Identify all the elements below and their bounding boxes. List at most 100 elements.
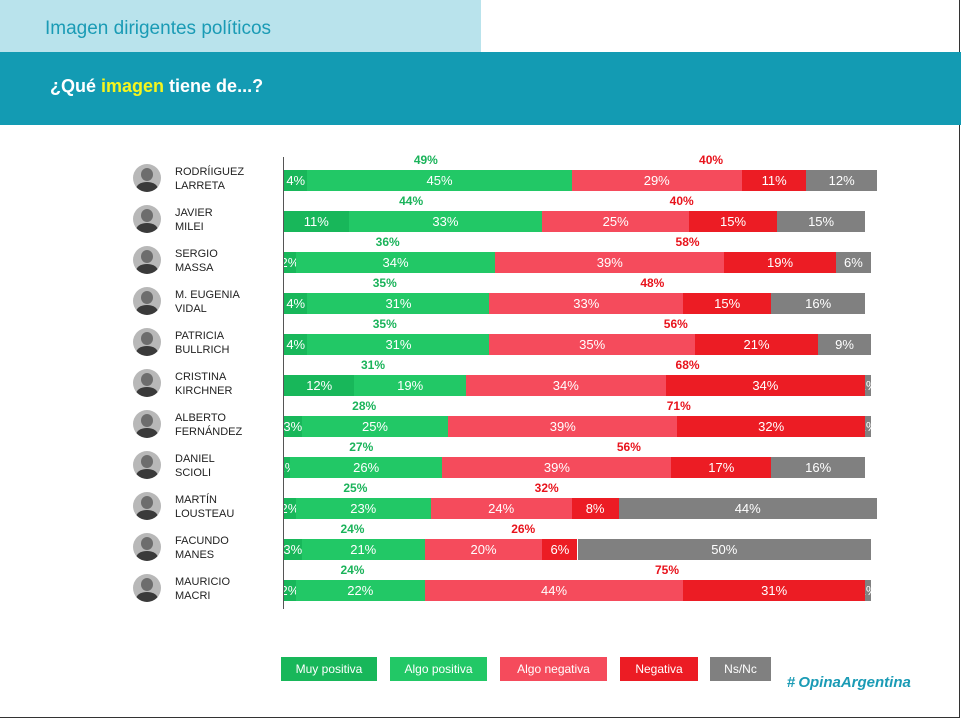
avatar [133,369,161,397]
category-label-line2: MACRI [175,590,211,602]
legend-item-algo-negativa: Algo negativa [500,657,607,681]
avatar [133,164,161,192]
positive-total-label: 28% [352,399,377,413]
legend-item-negativa: Negativa [620,657,698,681]
politician-name-bullrich: PATRICIA BULLRICH [175,329,229,357]
bar-segment-negativa-bullrich: 21% [694,334,819,355]
positive-total-label: 24% [340,522,365,536]
politician-name-massa: SERGIO MASSA [175,247,218,275]
bar-segment-muy-positiva-bullrich: 4% [284,334,308,355]
negative-total-label: 71% [666,399,691,413]
avatar [133,287,161,315]
negative-total-label: 75% [655,563,680,577]
negative-total-label: 26% [511,522,536,536]
category-label-line2: KIRCHNER [175,385,233,397]
bar-segment-muy-positiva-manes: 3% [284,539,302,560]
positive-total-label: 31% [360,358,386,372]
bar-segment-negativa-lousteau: 8% [571,498,619,519]
politician-name-milei: JAVIER MILEI [175,206,213,234]
negative-total-label: 56% [616,440,641,454]
bar-segment-ns-nc-milei: 15% [777,211,866,232]
bar-segment-muy-positiva-vidal: 4% [284,293,308,314]
bar-segment-algo-negativa-macri: 44% [424,580,684,601]
bar-segment-negativa-macri: 31% [683,580,866,601]
politician-name-kirchner: CRISTINA KIRCHNER [175,370,232,398]
bar-segment-algo-negativa-milei: 25% [542,211,690,232]
avatar [133,574,161,602]
category-label-line1: MARTÍN [175,494,217,506]
negative-total-label: 40% [699,153,724,167]
bar-segment-muy-positiva-scioli: 1% [284,457,290,478]
category-label-line1: JAVIER [175,207,213,219]
bar-segment-algo-positiva-milei: 33% [348,211,543,232]
category-label-line2: LARRETA [175,180,225,192]
bar-segment-algo-positiva-vidal: 31% [307,293,490,314]
bar-segment-negativa-fernandez: 32% [677,416,866,437]
category-label-line1: CRISTINA [175,371,227,383]
category-label-line2: MILEI [175,221,204,233]
bar-segment-negativa-manes: 6% [542,539,578,560]
bar-segment-negativa-vidal: 15% [683,293,772,314]
positive-total-label: 49% [413,153,438,167]
negative-total-label: 32% [534,481,559,495]
bar-segment-algo-negativa-larreta: 29% [571,170,742,191]
question-highlight: imagen [101,76,165,96]
bar-segment-negativa-kirchner: 34% [665,375,866,396]
negative-total-label: 68% [675,358,700,372]
category-label-line2: VIDAL [175,303,207,315]
bar-segment-negativa-massa: 19% [724,252,836,273]
bar-segment-ns-nc-larreta: 12% [806,170,877,191]
politician-name-lousteau: MARTÍN LOUSTEAU [175,493,234,521]
bar-segment-algo-positiva-kirchner: 19% [354,375,466,396]
bar-segment-muy-positiva-lousteau: 2% [284,498,296,519]
bar-segment-algo-negativa-kirchner: 34% [465,375,666,396]
bar-segment-muy-positiva-macri: 2% [284,580,296,601]
positive-total-label: 27% [349,440,374,454]
hashtag-icon: # [787,674,796,691]
avatar [133,328,161,356]
bar-segment-ns-nc-scioli: 16% [771,457,866,478]
bar-segment-ns-nc-bullrich: 9% [818,334,871,355]
category-label-line2: FERNÁNDEZ [175,426,243,438]
positive-total-label: 25% [343,481,368,495]
bar-segment-muy-positiva-larreta: 4% [284,170,308,191]
bar-segment-algo-negativa-scioli: 39% [442,457,672,478]
legend-item-muy-positiva: Muy positiva [281,657,377,681]
category-label-line1: MAURICIO [175,576,230,588]
positive-total-label: 24% [340,563,365,577]
bar-segment-muy-positiva-fernandez: 3% [284,416,302,437]
bar-segment-algo-positiva-massa: 34% [295,252,496,273]
negative-total-label: 58% [675,235,700,249]
legend-item-algo-positiva: Algo positiva [390,657,487,681]
politician-name-manes: FACUNDO MANES [175,534,229,562]
bar-segment-muy-positiva-massa: 2% [284,252,296,273]
politician-name-macri: MAURICIO MACRI [175,575,230,603]
bar-segment-algo-positiva-lousteau: 23% [295,498,431,519]
bar-segment-algo-positiva-scioli: 26% [289,457,443,478]
bar-segment-ns-nc-kirchner: 1% [865,375,871,396]
question-pre: ¿Qué [50,76,102,96]
bar-segment-algo-positiva-macri: 22% [295,580,425,601]
header-tab-title: Imagen dirigentes políticos [45,18,272,39]
category-label-line1: ALBERTO [175,412,226,424]
avatar [133,451,161,479]
negative-total-label: 48% [640,276,665,290]
category-label-line1: FACUNDO [175,535,229,547]
negative-total-label: 56% [663,317,688,331]
bar-segment-negativa-larreta: 11% [741,170,807,191]
bar-segment-algo-positiva-larreta: 45% [307,170,572,191]
category-label-line1: M. EUGENIA [175,289,240,301]
chart-axis-line [283,157,284,609]
question-post: tiene de...? [164,76,264,96]
bar-segment-algo-negativa-vidal: 33% [489,293,684,314]
header-tab: Imagen dirigentes políticos [0,0,481,52]
category-label-line2: LOUSTEAU [175,508,235,520]
bar-segment-algo-positiva-bullrich: 31% [307,334,490,355]
politician-name-vidal: M. EUGENIA VIDAL [175,288,240,316]
bar-segment-ns-nc-massa: 6% [835,252,871,273]
bar-segment-algo-negativa-massa: 39% [495,252,725,273]
bar-segment-algo-negativa-bullrich: 35% [489,334,695,355]
politician-name-fernandez: ALBERTO FERNÁNDEZ [175,411,242,439]
opina-argentina-logo: # OpinaArgentina [787,674,911,691]
